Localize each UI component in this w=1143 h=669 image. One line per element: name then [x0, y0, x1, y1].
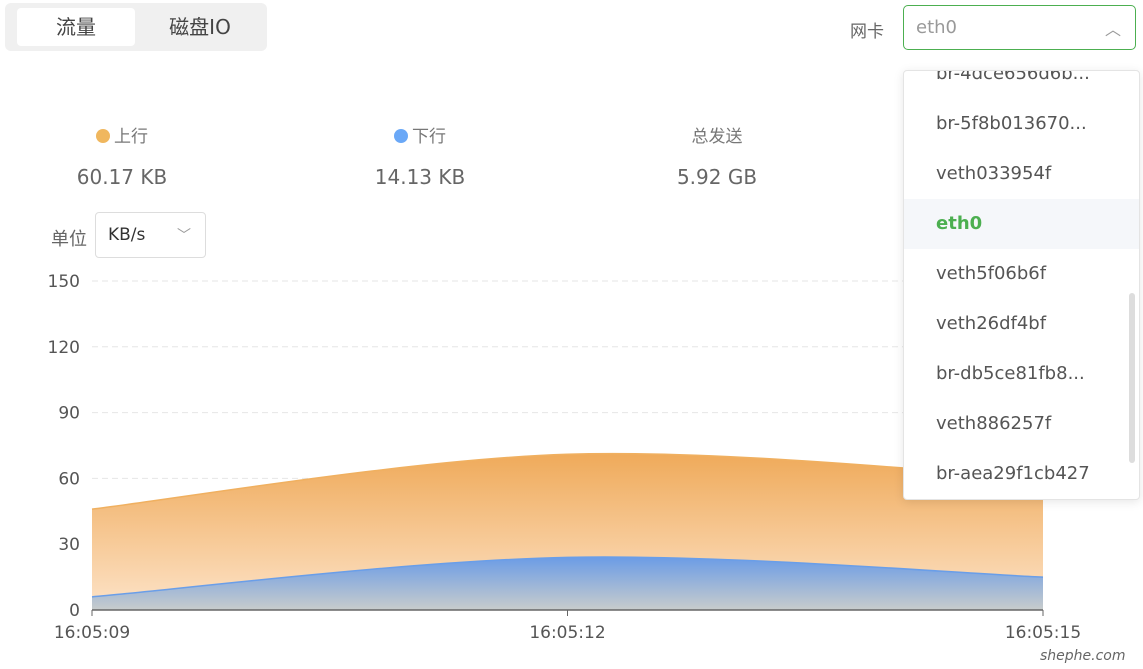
nic-value: eth0 — [916, 17, 957, 38]
stat-download: 下行 14.13 KB — [330, 122, 510, 189]
nic-option[interactable]: br-5f8b013670... — [936, 113, 1087, 134]
x-tick-label: 16:05:15 — [1005, 623, 1081, 643]
stat-label: 上行 — [114, 127, 148, 147]
stat-value: 14.13 KB — [374, 165, 466, 189]
nic-option[interactable]: br-db5ce81fb8... — [936, 363, 1085, 384]
nic-option[interactable]: br-4dce656d6b... — [936, 70, 1090, 84]
unit-value: KB/s — [108, 225, 146, 245]
stat-label: 总发送 — [691, 127, 743, 147]
stat-value: 60.17 KB — [76, 165, 168, 189]
nic-option[interactable]: veth033954f — [936, 163, 1052, 184]
chevron-up-icon: ︿ — [1104, 20, 1121, 39]
nic-option[interactable]: br-aea29f1cb427 — [936, 463, 1090, 484]
nic-option[interactable]: eth0 — [904, 199, 1139, 249]
tab-disk-io[interactable]: 磁盘IO — [169, 15, 231, 39]
watermark: shephe.com — [1040, 648, 1126, 664]
scrollbar[interactable] — [1129, 293, 1135, 463]
y-tick-label: 120 — [48, 338, 80, 358]
unit-select[interactable]: KB/s ﹀ — [95, 212, 206, 258]
upload-dot-icon — [96, 129, 110, 143]
nic-option[interactable]: veth5f06b6f — [936, 263, 1047, 284]
stat-label: 下行 — [412, 127, 446, 147]
y-tick-label: 30 — [58, 535, 80, 555]
y-tick-label: 0 — [69, 601, 80, 621]
unit-label: 单位 — [51, 229, 87, 250]
stat-upload: 上行 60.17 KB — [32, 122, 212, 189]
view-tabs: 流量 磁盘IO — [5, 3, 267, 51]
stat-value: 5.92 GB — [676, 165, 758, 189]
nic-option[interactable]: veth886257f — [936, 413, 1052, 434]
area-download — [92, 556, 1043, 610]
y-tick-label: 90 — [58, 404, 80, 424]
download-dot-icon — [394, 129, 408, 143]
line-download — [91, 556, 1044, 598]
nic-label: 网卡 — [850, 22, 884, 42]
tab-traffic[interactable]: 流量 — [17, 8, 135, 46]
stat-total-sent: 总发送 5.92 GB — [627, 122, 807, 189]
y-tick-label: 60 — [58, 469, 80, 489]
nic-select[interactable]: eth0 ︿ — [903, 5, 1136, 50]
nic-dropdown: br-aea29f1cb427 veth886257f br-db5ce81fb8.… — [903, 70, 1140, 500]
chevron-down-icon: ﹀ — [177, 228, 191, 244]
x-tick-label: 16:05:12 — [529, 623, 605, 643]
x-tick-label: 16:05:09 — [54, 623, 130, 643]
y-tick-label: 150 — [48, 272, 80, 292]
nic-option[interactable]: veth26df4bf — [936, 313, 1047, 334]
